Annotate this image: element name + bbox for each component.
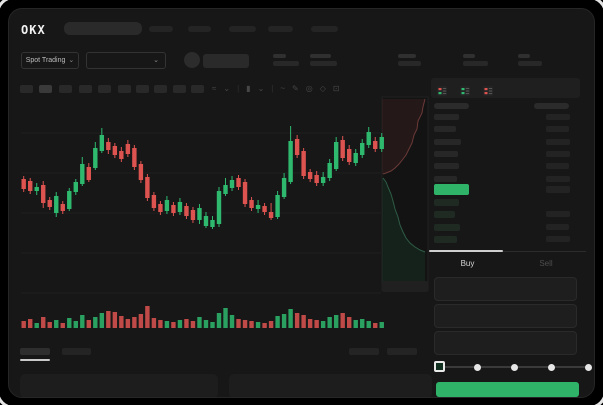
nav-item-placeholder[interactable] xyxy=(229,26,256,32)
orderbook-amount-cell xyxy=(546,114,570,120)
timeframe-button[interactable] xyxy=(39,85,52,93)
orderbook-amount-cell xyxy=(546,186,570,193)
compare-icon[interactable]: ◇ xyxy=(319,84,326,93)
chevron-down-icon[interactable]: ⌄ xyxy=(257,84,265,93)
timeframe-button[interactable] xyxy=(118,85,131,93)
slider-step-dot[interactable] xyxy=(547,363,555,371)
indicator-icon[interactable]: ≈ xyxy=(212,84,217,93)
nav-item-placeholder[interactable] xyxy=(268,26,293,32)
slider-step-dot[interactable] xyxy=(584,363,592,371)
orderbook-ask-row[interactable] xyxy=(434,176,457,182)
coin-avatar xyxy=(184,52,200,68)
stat-value-placeholder xyxy=(273,61,299,66)
chevron-down-icon: ⌄ xyxy=(153,57,159,64)
orderbook-amount-cell xyxy=(546,163,569,169)
slider-handle[interactable] xyxy=(434,361,445,372)
stat-value-placeholder xyxy=(518,61,542,66)
orderbook-amount-cell xyxy=(546,176,570,182)
orderbook-toolbar xyxy=(431,78,580,98)
stat-label-placeholder xyxy=(310,54,331,58)
timeframe-button[interactable] xyxy=(136,85,149,93)
nav-item-placeholder[interactable] xyxy=(188,26,211,32)
tab-sell[interactable]: Sell xyxy=(539,258,553,268)
tabs-divider xyxy=(429,251,586,252)
orderbook-amount-cell xyxy=(546,211,570,217)
orderbook-bid-row[interactable] xyxy=(434,211,455,218)
bottom-active-tab-underline xyxy=(20,359,50,361)
stat-label-placeholder xyxy=(273,54,286,58)
nav-item-placeholder[interactable] xyxy=(149,26,173,32)
orderbook-amount-cell xyxy=(546,139,570,145)
amount-field[interactable] xyxy=(434,304,577,328)
stat-label-placeholder xyxy=(398,54,416,58)
orderbook-ask-row[interactable] xyxy=(434,151,458,157)
app-window: OKX Spot Trading ⌄ ⌄ ≈ ⌄ | ▮ ⌄ | ~ ✎ ◎ ◇ ⊡ Buy Sel… xyxy=(8,8,595,398)
orderbook-ask-row[interactable] xyxy=(434,139,461,145)
stat-label-placeholder xyxy=(518,54,530,58)
orderbook-bid-row[interactable] xyxy=(434,199,459,206)
orderbook-amount-cell xyxy=(546,224,569,230)
bottom-panel xyxy=(20,374,218,397)
book-bids-icon[interactable] xyxy=(460,83,470,96)
orderbook-bid-row[interactable] xyxy=(434,236,457,243)
stat-value-placeholder xyxy=(463,61,488,66)
book-asks-icon[interactable] xyxy=(483,83,493,96)
stat-value-placeholder xyxy=(398,61,421,66)
fullscreen-icon[interactable]: ⊡ xyxy=(332,84,340,93)
total-field[interactable] xyxy=(434,331,577,355)
draw-icon[interactable]: ✎ xyxy=(292,84,299,93)
stat-label-placeholder xyxy=(463,54,475,58)
orderbook-ask-row[interactable] xyxy=(434,163,459,169)
separator: | xyxy=(271,84,274,93)
orderbook-amount-header xyxy=(534,103,569,109)
market-type-label: Spot Trading xyxy=(25,57,66,64)
candle-style-icon[interactable]: ▮ xyxy=(246,84,251,93)
tab-buy[interactable]: Buy xyxy=(460,258,475,268)
orderbook-ask-row[interactable] xyxy=(434,126,456,132)
stat-value-placeholder xyxy=(310,61,337,66)
timeframe-button[interactable] xyxy=(20,85,33,93)
orderbook-last-price[interactable] xyxy=(434,184,469,195)
nav-item-placeholder[interactable] xyxy=(311,26,338,32)
chart-footer-control[interactable] xyxy=(349,348,379,355)
separator: | xyxy=(237,84,240,93)
chevron-down-icon: ⌄ xyxy=(68,57,75,64)
orderbook-bid-row[interactable] xyxy=(434,224,460,231)
timeframe-button[interactable] xyxy=(79,85,92,93)
market-type-dropdown[interactable]: Spot Trading ⌄ xyxy=(21,52,79,69)
bottom-tab[interactable] xyxy=(62,348,91,355)
okx-logo: OKX xyxy=(21,23,46,37)
timeframe-button[interactable] xyxy=(98,85,111,93)
bottom-panel xyxy=(229,374,432,397)
orderbook-amount-cell xyxy=(546,126,569,132)
chart-tools: ≈ ⌄ | ▮ ⌄ | ~ ✎ ◎ ◇ ⊡ xyxy=(212,84,340,93)
book-both-icon[interactable] xyxy=(437,83,447,96)
slider-step-dot[interactable] xyxy=(510,363,518,371)
candlestick-chart[interactable] xyxy=(15,95,429,347)
active-tab-underline xyxy=(429,250,503,252)
buy-button[interactable] xyxy=(436,382,579,397)
orderbook-amount-cell xyxy=(546,151,570,157)
price-field[interactable] xyxy=(434,277,577,301)
line-tool-icon[interactable]: ~ xyxy=(280,84,286,93)
bottom-tab[interactable] xyxy=(20,348,50,355)
orderbook-amount-cell xyxy=(546,236,570,242)
timeframe-button[interactable] xyxy=(154,85,167,93)
pair-dropdown[interactable]: ⌄ xyxy=(86,52,166,69)
orderbook-ask-row[interactable] xyxy=(434,114,459,120)
last-price-placeholder xyxy=(203,54,249,68)
orderbook-price-header xyxy=(434,103,469,109)
timeframe-button[interactable] xyxy=(173,85,186,93)
chevron-down-icon[interactable]: ⌄ xyxy=(223,84,231,93)
slider-step-dot[interactable] xyxy=(473,363,481,371)
timeframe-button[interactable] xyxy=(191,85,204,93)
search-input[interactable] xyxy=(64,22,142,35)
camera-icon[interactable]: ◎ xyxy=(305,84,313,93)
chart-footer-control[interactable] xyxy=(387,348,417,355)
timeframe-button[interactable] xyxy=(59,85,72,93)
